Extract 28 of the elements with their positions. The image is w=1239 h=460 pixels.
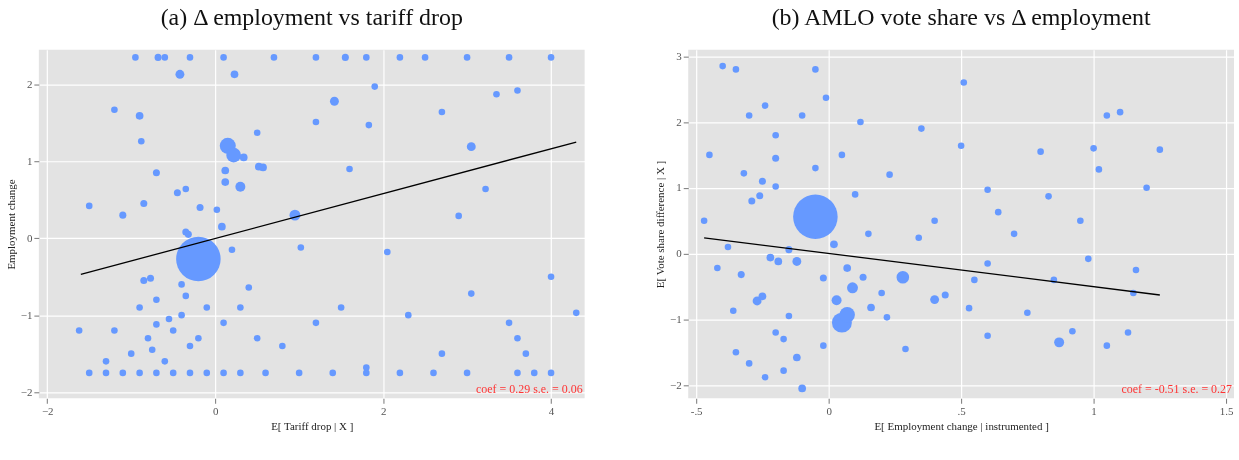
x-tick-label: 2	[380, 404, 387, 417]
chart-title: (a) Δ employment vs tariff drop	[160, 3, 463, 30]
y-tick-label: 3	[676, 49, 683, 62]
y-tick-label: −1	[20, 308, 33, 321]
y-axis-title: E[ Vote share difference | X ]	[654, 160, 667, 289]
y-axis-title: Employment change	[4, 179, 17, 270]
x-tick-label: 1	[1091, 404, 1097, 417]
chart-title: (b) AMLO vote share vs Δ employment	[771, 3, 1151, 30]
y-tick-label: −2	[20, 385, 33, 398]
x-axis-title: E[ Employment change | instrumented ]	[874, 419, 1049, 432]
x-tick-label: -.5	[690, 404, 704, 417]
y-tick-label: 1	[676, 181, 682, 194]
y-tick-label: 0	[676, 247, 683, 260]
y-tick-label: −2	[670, 378, 682, 391]
x-tick-label: 0	[212, 404, 219, 417]
y-tick-label: 1	[26, 154, 33, 167]
x-tick-label: .5	[957, 404, 967, 417]
x-tick-label: 4	[548, 404, 555, 417]
x-axis-title: E[ Tariff drop | X ]	[271, 419, 354, 432]
y-tick-label: −1	[670, 312, 682, 325]
x-tick-label: 1.5	[1219, 404, 1234, 417]
annotation: coef = 0.29 s.e. = 0.06	[476, 382, 583, 397]
y-tick-label: 2	[26, 77, 33, 90]
x-tick-label: −2	[41, 404, 54, 417]
y-tick-label: 0	[26, 231, 33, 244]
y-tick-label: 2	[676, 115, 682, 128]
x-tick-label: 0	[826, 404, 833, 417]
annotation: coef = -0.51 s.e. = 0.27	[1121, 382, 1233, 397]
